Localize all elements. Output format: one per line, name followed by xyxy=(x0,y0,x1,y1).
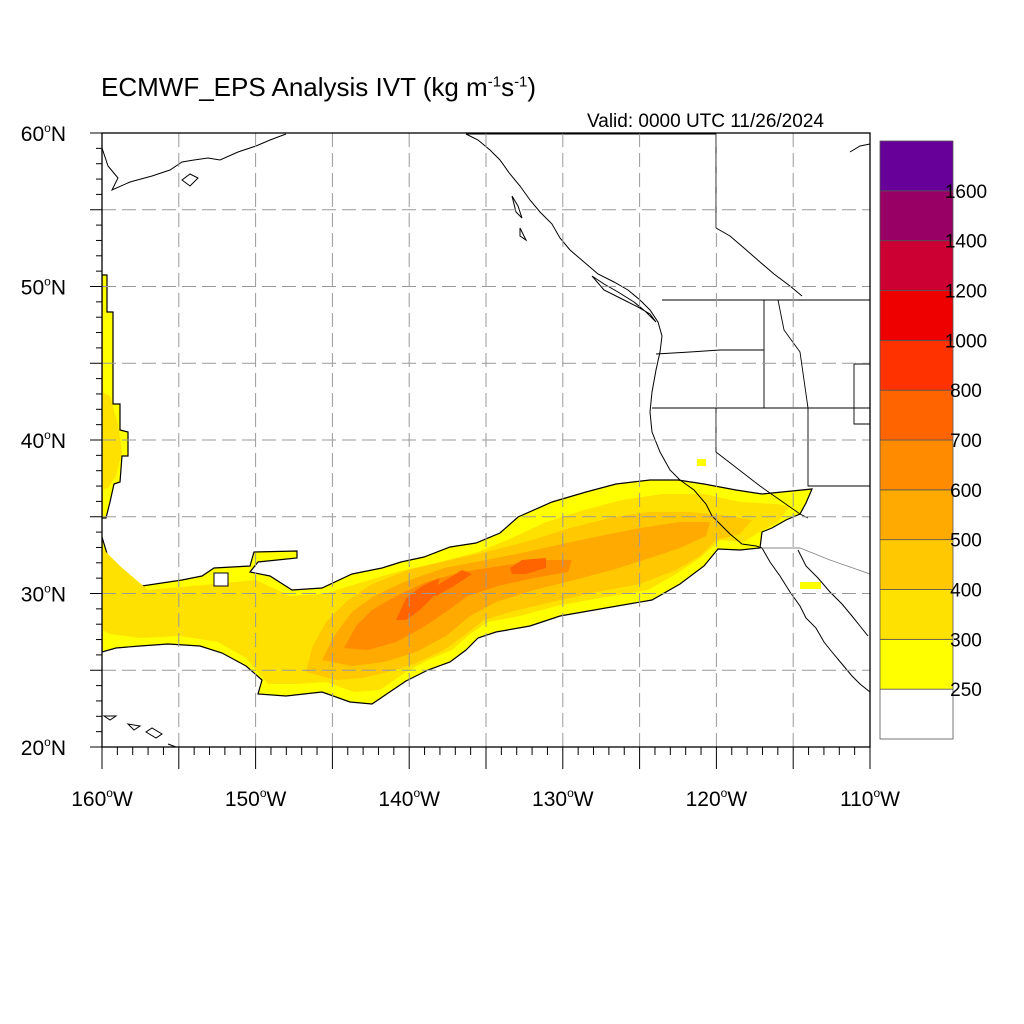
ivt-hole-1 xyxy=(213,572,229,587)
ivt-small-patch-2 xyxy=(800,582,821,589)
ivt-small-patch-1 xyxy=(697,459,706,466)
utah-border xyxy=(853,363,870,425)
idaho-boundary xyxy=(763,299,809,409)
lon-label: 160oW xyxy=(71,786,133,811)
colorbar-swatch xyxy=(879,240,954,291)
lon-label: 110oW xyxy=(840,786,900,811)
colorbar-swatch xyxy=(879,290,954,341)
colorbar-swatch xyxy=(879,688,954,740)
colorbar-swatch xyxy=(879,190,954,242)
colorbar-swatch xyxy=(879,539,954,590)
colorbar-label: 300 xyxy=(950,630,982,651)
axis-ticks xyxy=(90,132,871,769)
us-mexico-border xyxy=(762,547,870,575)
washington-oregon-border xyxy=(655,349,764,355)
colorbar-label: 250 xyxy=(950,680,982,701)
colorbar-swatch xyxy=(879,489,954,541)
hawaii-islands xyxy=(102,715,177,747)
lat-label: 50oN xyxy=(21,275,66,300)
lat-label: 60oN xyxy=(21,121,66,146)
gulf-california-coast xyxy=(797,549,869,637)
lon-label: 150oW xyxy=(225,786,287,811)
colorbar-swatch xyxy=(879,140,954,192)
colorbar-swatch xyxy=(879,638,954,690)
ivt-contour-600 xyxy=(344,560,572,650)
rockies-boundary xyxy=(715,227,803,297)
map-title: ECMWF_EPS Analysis IVT (kg m-1s-1) xyxy=(101,72,537,102)
lat-label: 20oN xyxy=(21,735,66,760)
us-west-coast xyxy=(649,335,763,549)
graticule xyxy=(102,133,870,747)
lat-label: 40oN xyxy=(21,428,66,453)
colorbar-label: 1000 xyxy=(945,331,987,352)
colorbar-swatch xyxy=(879,389,954,441)
colorbar-swatch xyxy=(879,589,954,640)
lon-label: 140oW xyxy=(378,786,440,811)
lat-label: 30oN xyxy=(21,582,66,607)
alaska-canada-border xyxy=(466,133,717,228)
longitude-labels: 160oW 150oW 140oW 130oW 120oW 110oW xyxy=(71,786,900,811)
colorbar-label: 1400 xyxy=(945,232,987,253)
valid-time-label: Valid: 0000 UTC 11/26/2024 xyxy=(587,111,824,132)
baja-coast xyxy=(761,547,870,693)
lon-label: 120oW xyxy=(686,786,748,811)
ivt-western-band-core xyxy=(102,392,122,490)
colorbar-label: 600 xyxy=(950,481,982,502)
kodiak-area xyxy=(181,173,199,187)
colorbar-label: 800 xyxy=(950,381,982,402)
colorbar-label: 400 xyxy=(950,581,982,602)
colorbar-label: 700 xyxy=(950,431,982,452)
ivt-contour-700 xyxy=(396,558,546,620)
colorbar-label: 1200 xyxy=(945,282,987,303)
alaska-panhandle-coast xyxy=(465,133,663,337)
latitude-labels: 60oN 50oN 40oN 30oN 20oN xyxy=(21,121,66,760)
haida-gwaii xyxy=(511,195,528,242)
colorbar: 250 300 400 500 600 700 800 1000 1200 1400 1600 xyxy=(879,140,987,740)
vancouver-island xyxy=(591,275,657,323)
colorbar-swatch xyxy=(879,439,954,491)
colorbar-label: 1600 xyxy=(945,182,987,203)
canada-coast-north xyxy=(849,143,870,153)
lon-label: 130oW xyxy=(532,786,594,811)
colorbar-swatch xyxy=(879,339,954,391)
alaska-coast xyxy=(102,133,287,192)
colorbar-label: 500 xyxy=(950,531,982,552)
ivt-shading xyxy=(102,274,821,705)
nevada-arizona-border xyxy=(807,408,870,487)
